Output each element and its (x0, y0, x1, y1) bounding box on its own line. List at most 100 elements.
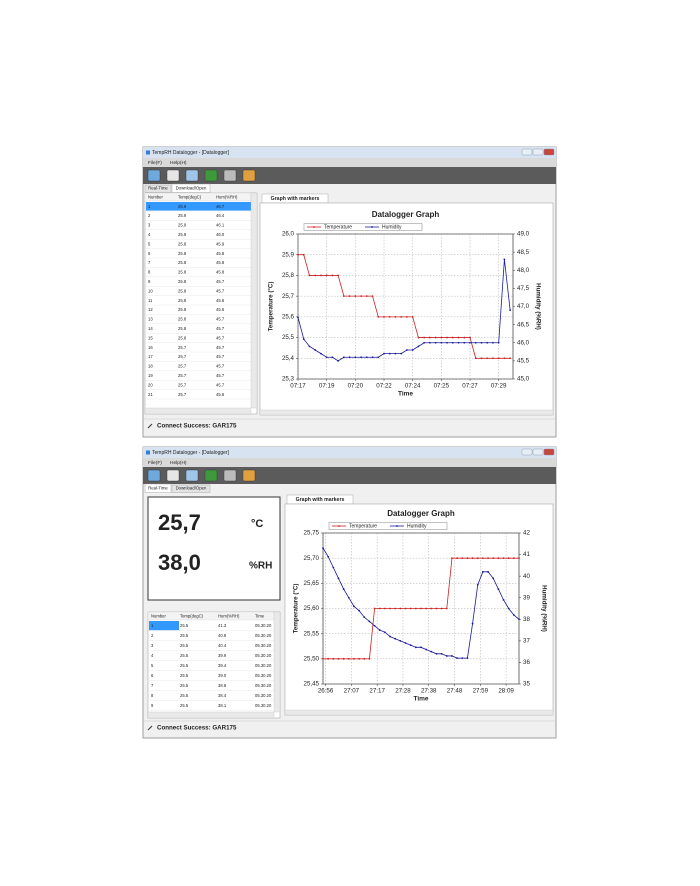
data-point (492, 341, 494, 344)
table-cell: 46.7 (216, 204, 225, 209)
table-cell: 15 (148, 335, 153, 340)
table-cell: 20 (148, 382, 153, 387)
data-point (503, 357, 506, 360)
table-cell: 3 (151, 643, 154, 648)
menu-item[interactable]: File(F) (148, 160, 162, 166)
table-cell: 05.30.20 (255, 633, 272, 638)
graph-tab-label[interactable]: Graph with markers (296, 497, 345, 503)
close-button[interactable] (543, 148, 555, 156)
data-point (371, 295, 374, 298)
close-button[interactable] (543, 448, 555, 456)
x-tick-label: 07:17 (290, 383, 306, 390)
tab[interactable] (144, 184, 172, 193)
tab-label[interactable]: Download/Open (176, 486, 207, 491)
x-axis-label: Time (398, 391, 413, 398)
table-cell: 05.30.20 (255, 693, 272, 698)
toolbar-button[interactable] (223, 169, 237, 182)
table-cell: 25.8 (178, 298, 187, 303)
data-point (420, 607, 422, 610)
toolbar-button[interactable] (147, 469, 161, 482)
data-point (445, 607, 448, 610)
menu-item[interactable]: File(F) (148, 460, 162, 466)
data-point (481, 570, 484, 573)
table-cell: 39.9 (218, 653, 227, 658)
maximize-button[interactable] (532, 448, 544, 456)
table-cell: 25.5 (180, 643, 189, 648)
data-point (469, 336, 471, 339)
table-frame (144, 192, 258, 415)
table-cell: 45.6 (216, 298, 225, 303)
table-cell: 25.5 (180, 633, 189, 638)
data-point (348, 295, 351, 298)
data-point (360, 295, 362, 298)
horizontal-scrollbar[interactable] (144, 407, 252, 415)
tab-label[interactable]: Real-Time (148, 186, 168, 191)
table-cell: 17 (148, 354, 153, 359)
data-point (476, 583, 479, 586)
data-point (337, 657, 340, 660)
toolbar-button[interactable] (166, 169, 180, 182)
y2-axis-label: Humidity (%RH) (540, 585, 547, 632)
toolbar-button[interactable] (185, 469, 199, 482)
data-point (451, 557, 453, 560)
horizontal-scrollbar[interactable] (147, 711, 275, 719)
graph-scrollbar[interactable] (259, 409, 554, 416)
table-cell: 25.7 (178, 392, 187, 397)
data-point (486, 357, 489, 360)
selected-row[interactable] (149, 621, 179, 631)
graph-scrollbar[interactable] (284, 709, 554, 716)
toolbar-button[interactable] (166, 469, 180, 482)
table-cell: 45.7 (216, 335, 225, 340)
data-point (509, 309, 512, 312)
toolbar-button[interactable] (204, 469, 218, 482)
table-cell: 7 (151, 683, 154, 688)
vertical-scrollbar[interactable] (273, 611, 281, 713)
maximize-button[interactable] (532, 148, 544, 156)
y2-axis-label: Humidity (%RH) (534, 283, 541, 330)
table-cell: 41.3 (218, 623, 227, 628)
table-cell: 5 (148, 241, 151, 246)
minimize-button[interactable] (521, 148, 533, 156)
data-point (425, 607, 428, 610)
tab[interactable] (171, 484, 211, 493)
selected-row[interactable] (146, 202, 253, 211)
data-point (320, 274, 322, 277)
tab[interactable] (144, 483, 172, 493)
table-cell: 45.7 (216, 345, 225, 350)
data-point (368, 620, 371, 623)
data-point (314, 274, 317, 277)
data-point (406, 349, 408, 351)
toolbar-button[interactable] (223, 469, 237, 482)
data-point (325, 356, 328, 359)
data-point (492, 577, 495, 580)
toolbar-button[interactable] (242, 169, 256, 182)
data-point (332, 566, 335, 569)
table-cell: 25.8 (178, 317, 187, 322)
table-cell: 05.30.20 (255, 663, 272, 668)
graph-tab-label[interactable]: Graph with markers (271, 196, 320, 202)
column-header: Temp(degC) (180, 613, 204, 618)
tab-label[interactable]: Real-Time (148, 486, 168, 491)
app-window: TempRH Datalogger - [Datalogger] File(F) H… (142, 446, 557, 739)
table-cell: 18 (148, 364, 153, 369)
table-cell: 11 (148, 298, 153, 303)
title-bar (143, 447, 556, 458)
minimize-button[interactable] (521, 448, 533, 456)
data-point (371, 356, 374, 359)
vertical-scrollbar[interactable] (250, 192, 258, 409)
tab[interactable] (171, 183, 211, 193)
y-tick-label: 25,50 (304, 655, 320, 662)
toolbar-button[interactable] (242, 469, 256, 482)
menu-item[interactable]: Help(H) (170, 160, 187, 166)
data-point (440, 336, 443, 339)
toolbar-button[interactable] (185, 169, 199, 182)
menu-item[interactable]: Help(H) (170, 460, 187, 466)
toolbar-button[interactable] (147, 169, 161, 182)
temperature-reading: 25,7 (158, 510, 201, 535)
data-point (445, 655, 448, 657)
data-point (337, 274, 340, 277)
table-cell: 45.7 (216, 382, 225, 387)
legend-label: Humidity (407, 524, 427, 530)
toolbar-button[interactable] (204, 169, 218, 182)
tab-label[interactable]: Download/Open (176, 186, 207, 191)
